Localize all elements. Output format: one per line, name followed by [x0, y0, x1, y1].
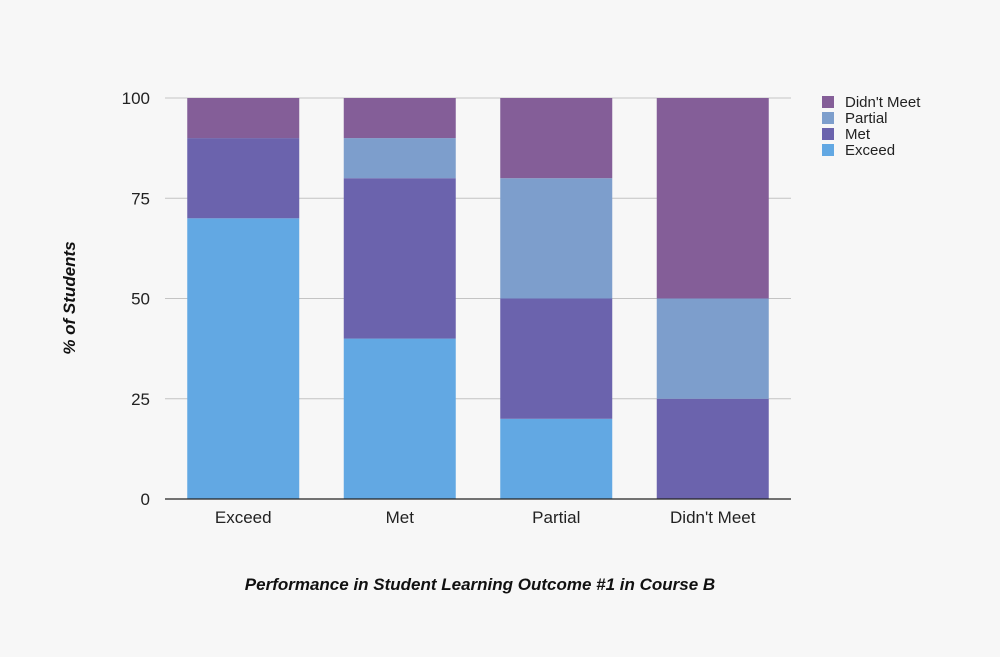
legend-label: Partial	[845, 110, 888, 127]
bar-segment	[343, 138, 456, 179]
x-tick-label: Didn't Meet	[670, 508, 756, 527]
bar-segment	[343, 338, 456, 499]
legend-swatch	[822, 144, 834, 156]
bar-segment	[187, 138, 300, 219]
x-tick-label: Met	[386, 508, 415, 527]
x-tick-label: Exceed	[215, 508, 272, 527]
x-axis-title: Performance in Student Learning Outcome …	[245, 575, 715, 594]
x-tick-label: Partial	[532, 508, 580, 527]
y-tick-label: 0	[141, 490, 150, 509]
legend-swatch	[822, 128, 834, 140]
bar-segment	[656, 298, 769, 399]
legend-label: Didn't Meet	[845, 94, 921, 111]
bar-segment	[187, 98, 300, 139]
y-tick-label: 50	[131, 290, 150, 309]
bar-segment	[500, 298, 613, 419]
bar-segment	[343, 178, 456, 339]
y-tick-label: 100	[122, 89, 150, 108]
legend-label: Exceed	[845, 142, 895, 159]
bar-segment	[656, 398, 769, 499]
y-tick-label: 75	[131, 189, 150, 208]
legend-label: Met	[845, 126, 871, 143]
bar-segment	[500, 98, 613, 179]
y-axis-title: % of Students	[60, 241, 79, 354]
legend-swatch	[822, 96, 834, 108]
bar-segment	[656, 98, 769, 299]
bar-segment	[187, 218, 300, 500]
bar-segment	[500, 418, 613, 499]
bars	[187, 98, 769, 500]
axes: 0 25 50 75 100 Exceed Met Partial Didn't Meet	[122, 89, 791, 527]
bar-segment	[343, 98, 456, 139]
bar-segment	[500, 178, 613, 299]
y-tick-label: 25	[131, 390, 150, 409]
legend-swatch	[822, 112, 834, 124]
